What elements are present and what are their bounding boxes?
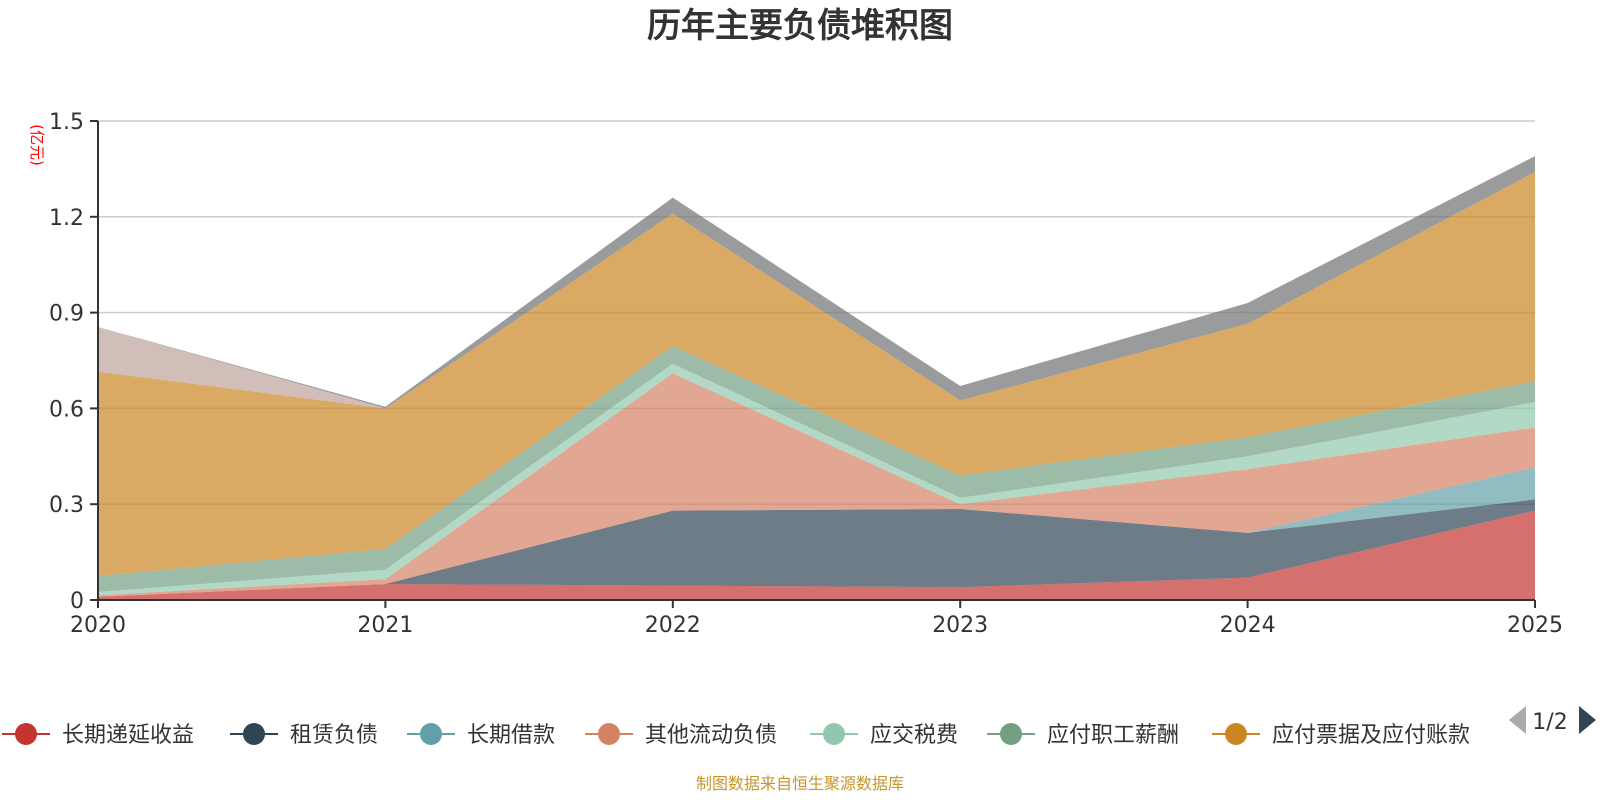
legend-next-icon[interactable]	[1579, 706, 1596, 734]
area-series-7	[98, 172, 1535, 409]
legend: 长期递延收益 租赁负债 长期借款 其他流动负债 应交税费 应付职工薪酬 应付票据及应付账款	[2, 723, 1470, 748]
source-note: 制图数据来自恒生聚源数据库	[696, 774, 904, 793]
axes	[90, 120, 1536, 608]
area-series-0	[98, 510, 1535, 600]
legend-label: 长期借款	[467, 723, 555, 748]
y-tick-label: 0.6	[49, 397, 84, 422]
y-tick-label: 0.9	[49, 302, 84, 327]
x-tick-labels: 2020 2021 2022 2023 2024 2025	[70, 613, 1563, 638]
legend-item[interactable]: 长期递延收益	[2, 723, 194, 748]
x-tick-label: 2023	[932, 613, 988, 638]
legend-label: 长期递延收益	[62, 723, 194, 748]
legend-swatch-marker	[823, 723, 845, 745]
area-series-5	[98, 346, 1535, 592]
legend-label: 其他流动负债	[645, 723, 777, 748]
y-tick-labels: 0 0.3 0.6 0.9 1.2 1.5	[49, 110, 84, 614]
x-tick-label: 2024	[1220, 613, 1276, 638]
x-tick-label: 2022	[645, 613, 701, 638]
y-tick-label: 1.5	[49, 110, 84, 135]
legend-item[interactable]: 应交税费	[810, 723, 958, 748]
legend-item[interactable]: 其他流动负债	[585, 723, 777, 748]
x-tick-label: 2020	[70, 613, 126, 638]
area-series-3	[98, 373, 1535, 597]
legend-swatch-marker	[15, 723, 37, 745]
chart-title: 历年主要负债堆积图	[647, 6, 953, 46]
legend-item[interactable]: 长期借款	[407, 723, 555, 748]
legend-swatch-marker	[598, 723, 620, 745]
area-series-1	[98, 499, 1535, 597]
legend-label: 应交税费	[870, 723, 958, 748]
y-tick-label: 0	[70, 589, 84, 614]
legend-pager: 1/2	[1509, 706, 1596, 735]
y-tick-label: 0.3	[49, 493, 84, 518]
legend-item[interactable]: 应付票据及应付账款	[1212, 723, 1470, 748]
legend-page-indicator: 1/2	[1532, 710, 1567, 735]
legend-swatch-marker	[1000, 723, 1022, 745]
legend-prev-icon[interactable]	[1509, 706, 1526, 734]
legend-label: 租赁负债	[290, 723, 378, 748]
y-axis-unit-label: (亿元)	[28, 124, 46, 166]
y-tick-label: 1.2	[49, 206, 84, 231]
legend-label: 应付票据及应付账款	[1272, 723, 1470, 748]
area-series-6	[98, 172, 1535, 576]
legend-label: 应付职工薪酬	[1047, 723, 1179, 748]
legend-item[interactable]: 应付职工薪酬	[987, 723, 1179, 748]
legend-swatch-marker	[1225, 723, 1247, 745]
x-tick-label: 2021	[357, 613, 413, 638]
stacked-areas	[98, 156, 1535, 600]
legend-swatch-marker	[243, 723, 265, 745]
legend-swatch-marker	[420, 723, 442, 745]
legend-item[interactable]: 租赁负债	[230, 723, 378, 748]
x-tick-label: 2025	[1507, 613, 1563, 638]
